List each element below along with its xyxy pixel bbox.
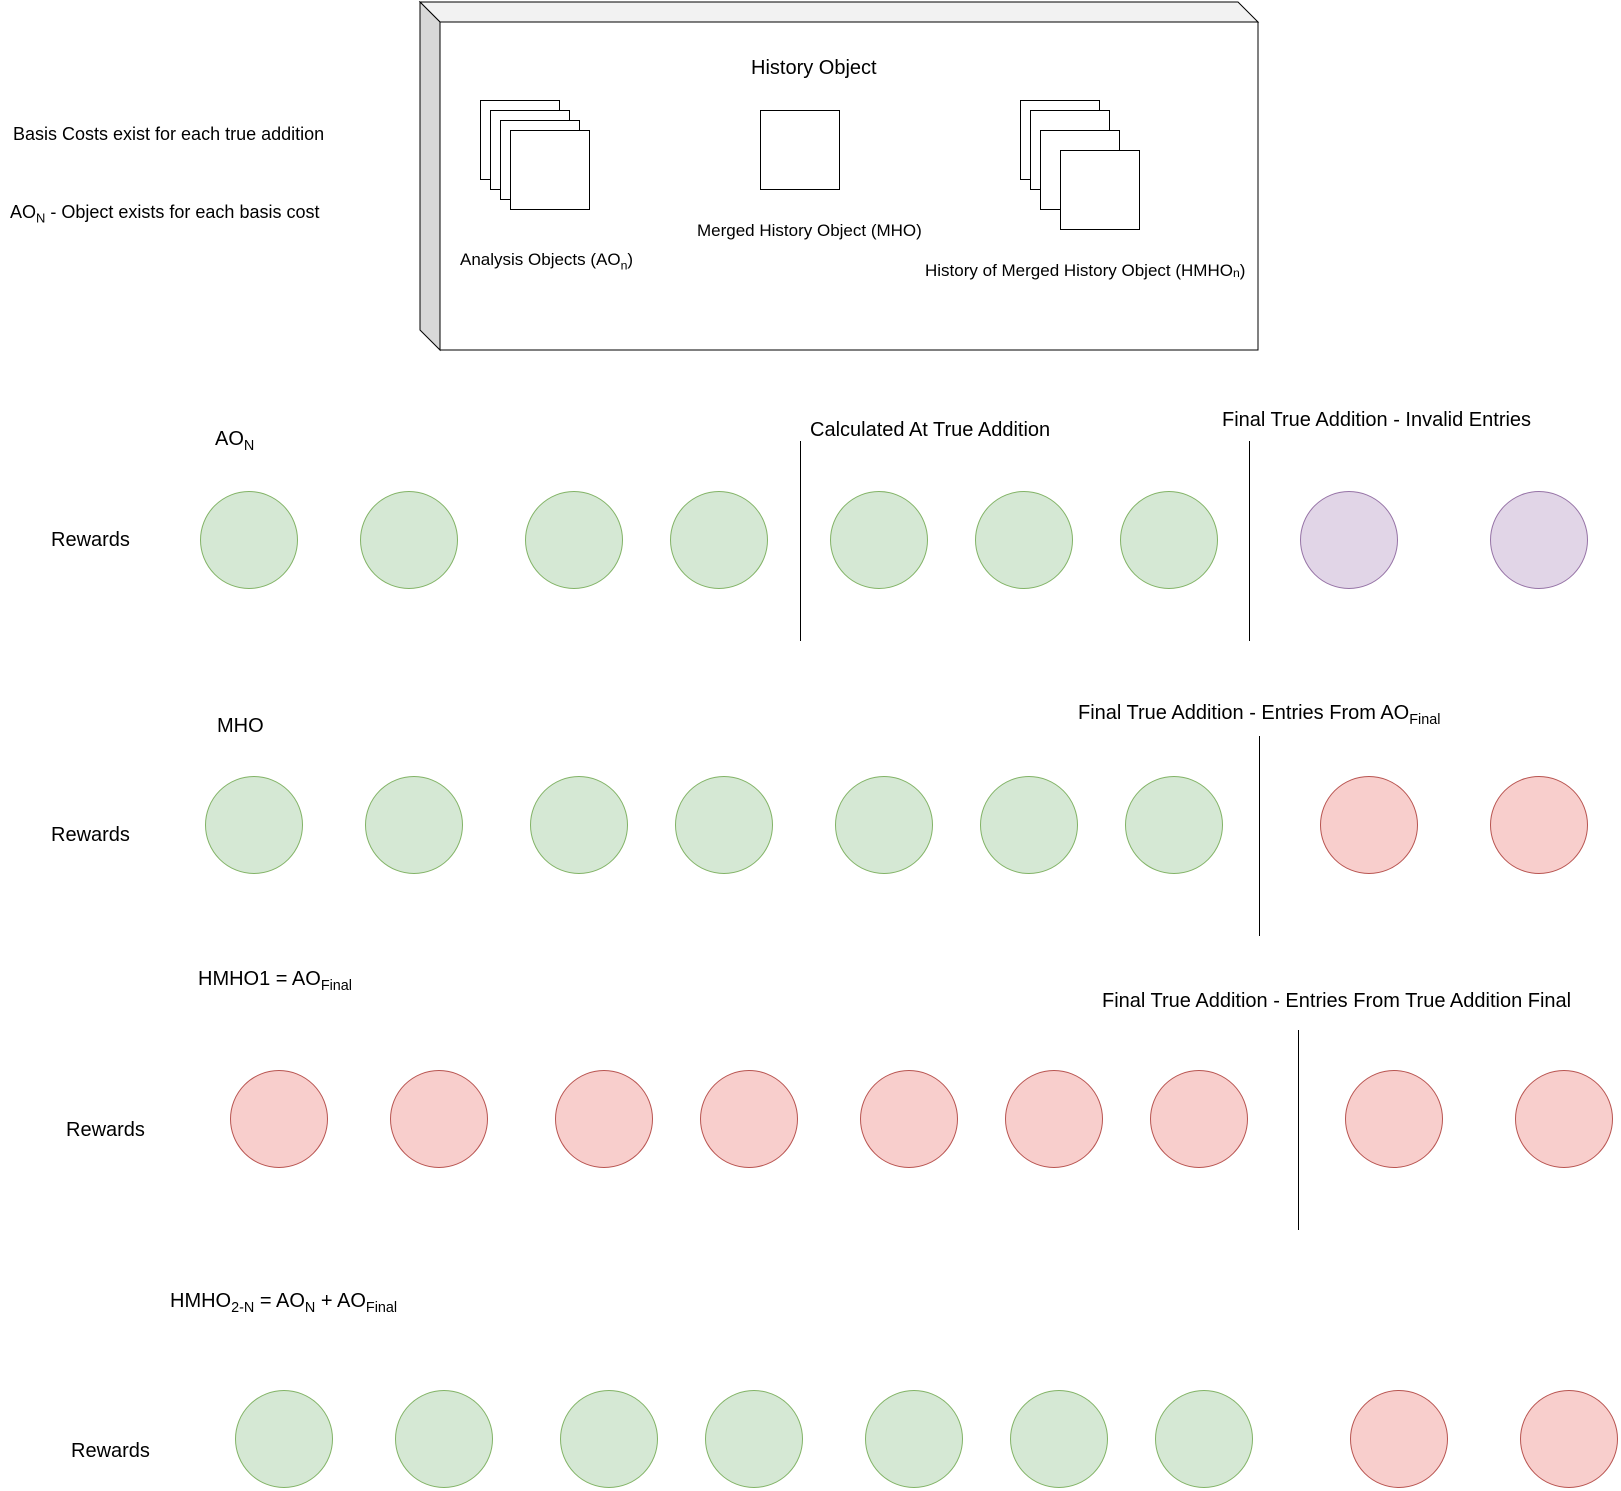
row2-title: MHO xyxy=(217,715,264,737)
reward-circle-purple xyxy=(1300,491,1398,589)
reward-circle-green xyxy=(235,1390,333,1488)
row1-title: AON xyxy=(215,428,254,454)
reward-circle-green xyxy=(835,776,933,874)
note-ao-sub: N xyxy=(36,210,46,226)
row2-divider xyxy=(1259,736,1260,936)
reward-circle-green xyxy=(530,776,628,874)
reward-circle-green xyxy=(365,776,463,874)
reward-circle-red xyxy=(230,1070,328,1168)
reward-circle-red xyxy=(1345,1070,1443,1168)
row2-annotation-entries-from-ao: Final True Addition - Entries From AOFin… xyxy=(1078,702,1440,728)
row1-divider-1 xyxy=(800,441,801,641)
row1-title-main: AO xyxy=(215,428,244,450)
reward-circle-green xyxy=(865,1390,963,1488)
reward-circle-green xyxy=(200,491,298,589)
hmho-label: History of Merged History Object (HMHOn) xyxy=(925,261,1245,281)
row3-title-main: HMHO1 = AO xyxy=(198,968,321,990)
row2-rewards-label: Rewards xyxy=(51,824,130,846)
row1-annotation-calculated: Calculated At True Addition xyxy=(810,419,1051,441)
analysis-objects-sub: n xyxy=(620,258,628,273)
reward-circle-green xyxy=(975,491,1073,589)
row4-title-mid: = AO xyxy=(254,1290,305,1312)
reward-circle-green xyxy=(980,776,1078,874)
row3-annotation-entries-from-final: Final True Addition - Entries From True … xyxy=(1102,990,1572,1012)
reward-circle-green xyxy=(525,491,623,589)
row2-annotation-sub: Final xyxy=(1409,712,1441,729)
mho-square xyxy=(760,110,840,190)
row2-annotation-text: Final True Addition - Entries From AO xyxy=(1078,702,1410,724)
reward-circle-green xyxy=(560,1390,658,1488)
row1-rewards-label: Rewards xyxy=(51,529,130,551)
reward-circle-green xyxy=(1155,1390,1253,1488)
row4-rewards-label: Rewards xyxy=(71,1440,150,1462)
row1-title-sub: N xyxy=(243,438,255,455)
reward-circle-green xyxy=(830,491,928,589)
reward-circle-green xyxy=(205,776,303,874)
reward-circle-red xyxy=(1320,776,1418,874)
hmho-stack-card-4 xyxy=(1060,150,1140,230)
row3-title-sub: Final xyxy=(320,978,353,995)
reward-circle-green xyxy=(670,491,768,589)
analysis-objects-close: ) xyxy=(627,250,634,269)
reward-circle-green xyxy=(1010,1390,1108,1488)
reward-circle-green xyxy=(360,491,458,589)
reward-circle-purple xyxy=(1490,491,1588,589)
reward-circle-red xyxy=(1005,1070,1103,1168)
ao-stack-card-4 xyxy=(510,130,590,210)
reward-circle-red xyxy=(1350,1390,1448,1488)
reward-circle-red xyxy=(1520,1390,1618,1488)
history-object-title: History Object xyxy=(751,57,877,79)
note-ao-objects: AON - Object exists for each basis cost xyxy=(10,202,319,226)
hmho-close: ) xyxy=(1239,261,1246,280)
row4-title-sub: 2-N xyxy=(231,1300,255,1317)
row4-title-mid2: + AO xyxy=(315,1290,366,1312)
hmho-sub: n xyxy=(1232,266,1240,281)
reward-circle-green xyxy=(395,1390,493,1488)
reward-circle-red xyxy=(860,1070,958,1168)
row3-divider xyxy=(1298,1030,1299,1230)
reward-circle-red xyxy=(1515,1070,1613,1168)
analysis-objects-text: Analysis Objects (AO xyxy=(460,250,621,269)
row4-title-sub2: N xyxy=(304,1300,316,1317)
reward-circle-red xyxy=(1490,776,1588,874)
reward-circle-green xyxy=(1120,491,1218,589)
reward-circle-green xyxy=(705,1390,803,1488)
row1-divider-2 xyxy=(1249,441,1250,641)
row4-title-main: HMHO xyxy=(170,1290,232,1312)
row4-title: HMHO2-N = AON + AOFinal xyxy=(170,1290,397,1316)
mho-label: Merged History Object (MHO) xyxy=(697,221,922,240)
note-ao-prefix: AO xyxy=(10,202,37,222)
reward-circle-red xyxy=(700,1070,798,1168)
reward-circle-red xyxy=(1150,1070,1248,1168)
row4-title-sub3: Final xyxy=(365,1300,398,1317)
reward-circle-red xyxy=(555,1070,653,1168)
reward-circle-green xyxy=(1125,776,1223,874)
hmho-text: History of Merged History Object (HMHO xyxy=(925,261,1233,280)
row3-rewards-label: Rewards xyxy=(66,1119,145,1141)
row3-title: HMHO1 = AOFinal xyxy=(198,968,352,994)
reward-circle-green xyxy=(675,776,773,874)
note-basis-costs: Basis Costs exist for each true addition xyxy=(13,124,325,144)
analysis-objects-label: Analysis Objects (AOn) xyxy=(460,250,633,272)
row1-annotation-invalid: Final True Addition - Invalid Entries xyxy=(1222,409,1532,431)
note-ao-rest: - Object exists for each basis cost xyxy=(45,202,320,222)
reward-circle-red xyxy=(390,1070,488,1168)
